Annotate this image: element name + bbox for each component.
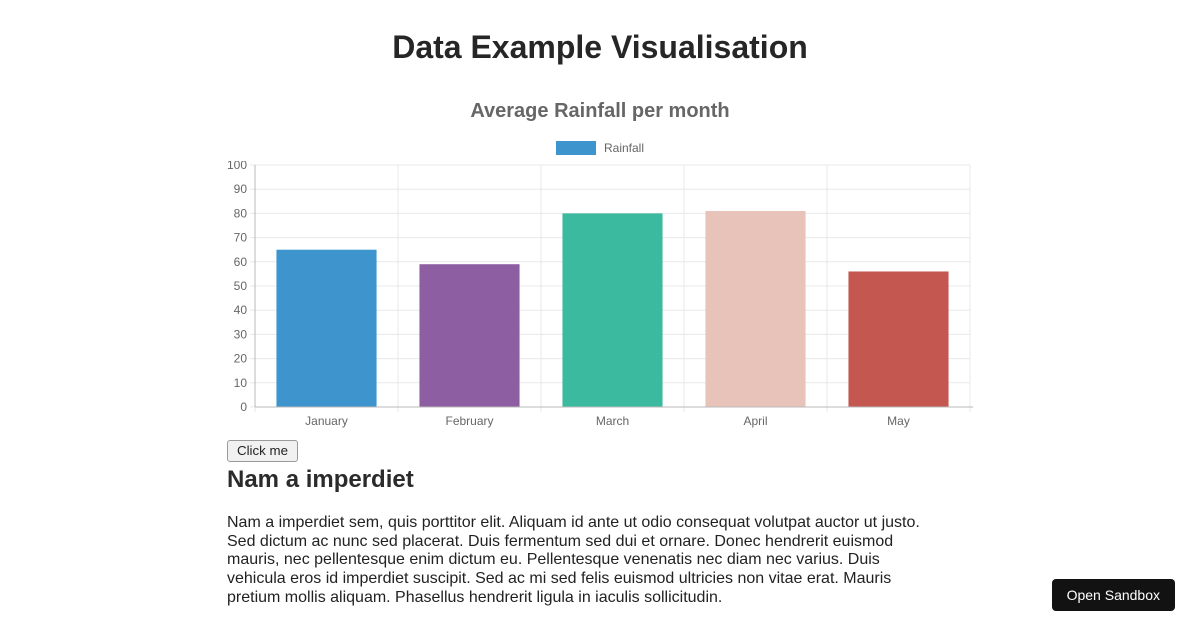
y-axis-tick-label: 10 xyxy=(234,376,248,390)
open-sandbox-button[interactable]: Open Sandbox xyxy=(1051,579,1175,611)
page-title: Data Example Visualisation xyxy=(392,29,808,65)
y-axis-tick-label: 60 xyxy=(234,255,248,269)
bar-january[interactable] xyxy=(276,249,377,407)
x-axis-tick-label: January xyxy=(305,414,348,428)
bar-may[interactable] xyxy=(848,271,949,407)
x-axis-tick-label: March xyxy=(596,414,629,428)
bar-chart-canvas: 0 10 20 30 40 50 60 70 80 90 100 January February Mar… xyxy=(227,161,973,428)
article-heading: Nam a imperdiet xyxy=(227,466,414,493)
x-axis-tick-label: February xyxy=(445,414,493,428)
y-axis-tick-label: 90 xyxy=(234,182,248,196)
bar-april[interactable] xyxy=(705,210,806,407)
main-content: Data Example Visualisation Average Rainf… xyxy=(227,0,973,608)
y-axis-tick-label: 20 xyxy=(234,352,248,366)
click-me-button[interactable]: Click me xyxy=(227,440,298,462)
y-axis-tick-label: 30 xyxy=(234,327,248,341)
y-axis-tick-label: 50 xyxy=(234,279,248,293)
x-axis-tick-label: May xyxy=(887,414,910,428)
rainfall-chart-section: Average Rainfall per month Rainfall 0 10 2… xyxy=(227,87,973,436)
article-body: Nam a imperdiet sem, quis porttitor elit… xyxy=(227,514,920,606)
bar-march[interactable] xyxy=(562,213,663,407)
y-axis-tick-label: 0 xyxy=(240,400,247,414)
y-axis-tick-label: 100 xyxy=(227,161,247,172)
y-axis-tick-label: 40 xyxy=(234,303,248,317)
chart-legend-item[interactable]: Rainfall xyxy=(227,141,973,155)
y-axis-tick-label: 70 xyxy=(234,231,248,245)
legend-swatch xyxy=(555,141,596,155)
bar-february[interactable] xyxy=(419,264,520,407)
y-axis-tick-label: 80 xyxy=(234,206,248,220)
legend-label: Rainfall xyxy=(603,141,645,155)
x-axis-tick-label: April xyxy=(743,414,767,428)
chart-title: Average Rainfall per month xyxy=(470,100,730,122)
